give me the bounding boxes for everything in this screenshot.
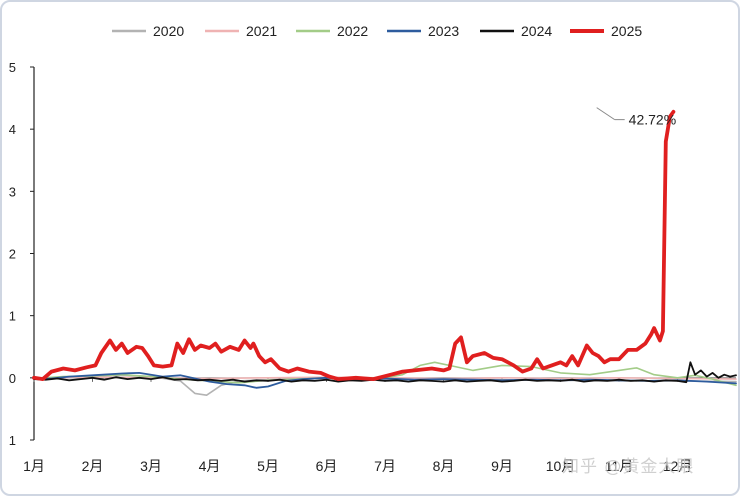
annotation-label: 42.72% [629, 112, 676, 128]
x-tick-label: 2月 [82, 458, 104, 474]
y-tick-label: 1 [9, 309, 16, 324]
y-tick-label: 5 [9, 60, 16, 75]
legend: 2020 2021 2022 2023 2024 2025 [112, 23, 642, 39]
y-tick-label: 1 [9, 433, 16, 448]
legend-label-2024: 2024 [521, 23, 552, 39]
y-tick-label: 4 [9, 122, 16, 137]
legend-label-2020: 2020 [153, 23, 184, 39]
x-tick-label: 1月 [23, 458, 45, 474]
axes: 1 0 1 2 3 4 5 1月 2月 3月 4月 5月 6月 7月 8月 9月 10月 11月 12月 [9, 60, 736, 474]
x-tick-label: 7月 [374, 458, 396, 474]
x-tick-label: 4月 [199, 458, 221, 474]
annotation: 42.72% [596, 107, 676, 128]
x-tick-label: 6月 [316, 458, 338, 474]
x-tick-label: 10月 [546, 458, 576, 474]
x-tick-label: 11月 [605, 458, 634, 474]
legend-label-2021: 2021 [246, 23, 277, 39]
annotation-leader [596, 107, 615, 121]
series-line-2025 [32, 109, 676, 381]
series-lines [32, 109, 737, 396]
x-tick-label: 9月 [491, 458, 513, 474]
legend-label-2025: 2025 [611, 23, 642, 39]
y-tick-label: 3 [9, 184, 16, 199]
series-line-2023 [33, 372, 737, 389]
legend-label-2022: 2022 [337, 23, 368, 39]
x-tick-label: 5月 [257, 458, 279, 474]
x-tick-label: 3月 [140, 458, 162, 474]
series-line-2024 [33, 361, 737, 384]
watermark: 知乎 @黄金大眼 [562, 457, 695, 477]
x-tick-label: 8月 [433, 458, 455, 474]
legend-label-2023: 2023 [428, 23, 459, 39]
x-tick-label: 12月 [663, 458, 693, 474]
y-tick-label: 0 [9, 371, 16, 386]
y-tick-label: 2 [9, 247, 16, 262]
